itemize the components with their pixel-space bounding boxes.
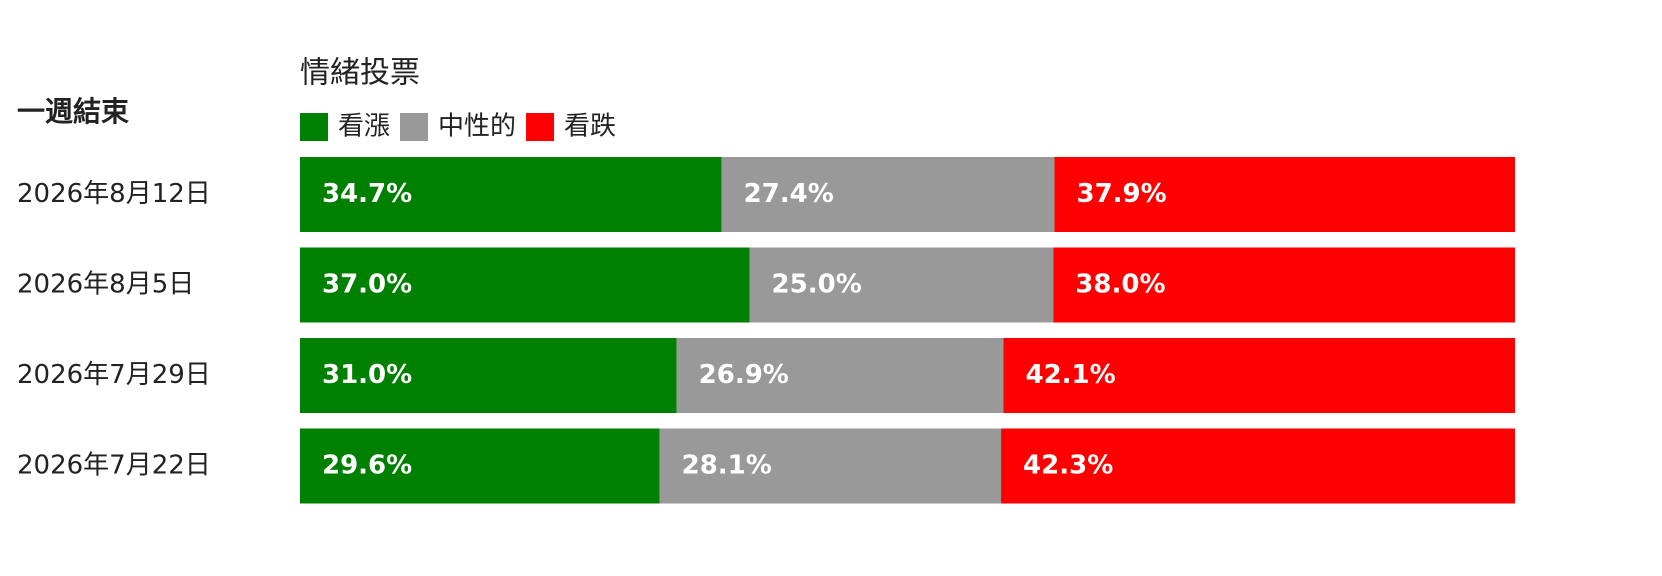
value-label: 31.0% <box>322 360 412 390</box>
value-label: 34.7% <box>322 179 412 209</box>
bar-segment <box>676 338 1004 413</box>
value-label: 28.1% <box>682 451 772 481</box>
bar-segment <box>300 247 750 323</box>
bar-segment <box>300 428 660 504</box>
bar-segment <box>749 247 1054 323</box>
value-label: 25.0% <box>772 270 862 300</box>
value-label: 37.9% <box>1077 179 1167 209</box>
legend-label: 中性的 <box>438 112 516 142</box>
bar-segment <box>300 157 722 232</box>
value-label: 42.1% <box>1025 360 1115 390</box>
category-label: 2026年8月5日 <box>17 270 194 300</box>
value-label: 27.4% <box>744 179 834 209</box>
legend-swatch <box>400 113 429 141</box>
legend-label: 看跌 <box>564 112 616 142</box>
category-header: 一週結束 <box>17 95 129 128</box>
bar-segment <box>721 157 1055 232</box>
value-label: 29.6% <box>322 451 412 481</box>
bar-segment <box>1054 157 1515 232</box>
value-label: 42.3% <box>1023 451 1113 481</box>
legend-swatch <box>526 113 555 141</box>
chart-title: 情緒投票 <box>300 56 420 91</box>
value-label: 37.0% <box>322 270 412 300</box>
bar-segment <box>1053 247 1515 323</box>
legend-label: 看漲 <box>338 112 390 142</box>
bar-segment <box>1003 338 1515 413</box>
value-label: 38.0% <box>1075 270 1165 300</box>
value-label: 26.9% <box>699 360 789 390</box>
category-label: 2026年7月29日 <box>17 360 211 390</box>
bar-segment <box>1001 428 1515 504</box>
category-label: 2026年7月22日 <box>17 451 211 481</box>
category-label: 2026年8月12日 <box>17 179 211 209</box>
legend-swatch <box>300 113 328 141</box>
bar-segment <box>659 428 1002 504</box>
bar-segment <box>300 338 677 413</box>
